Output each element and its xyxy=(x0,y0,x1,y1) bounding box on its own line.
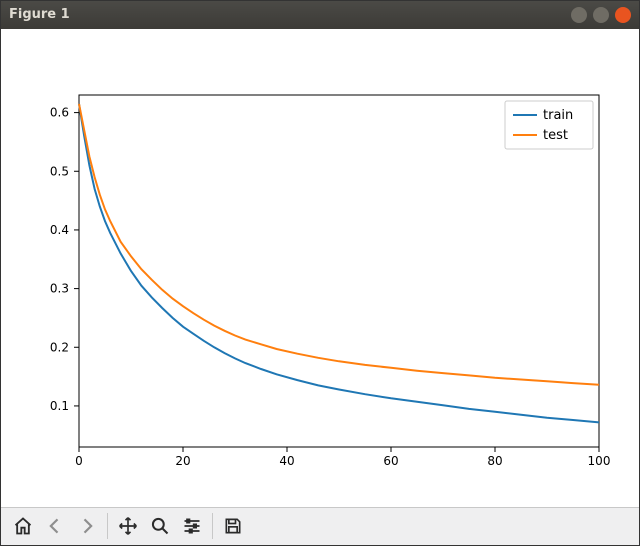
svg-text:20: 20 xyxy=(175,454,190,468)
titlebar[interactable]: Figure 1 xyxy=(1,1,639,29)
svg-text:0.5: 0.5 xyxy=(50,164,69,178)
maximize-button[interactable] xyxy=(593,7,609,23)
pan-icon[interactable] xyxy=(112,510,144,542)
close-button[interactable] xyxy=(615,7,631,23)
svg-text:0.6: 0.6 xyxy=(50,105,69,119)
minimize-button[interactable] xyxy=(571,7,587,23)
svg-text:0.4: 0.4 xyxy=(50,223,69,237)
plot-area: 0 20 40 60 80 100 0.1 0.2 0.3 0.4 0.5 0.6 train test xyxy=(1,29,639,507)
svg-text:test: test xyxy=(543,128,568,143)
toolbar-separator xyxy=(212,513,213,539)
save-icon[interactable] xyxy=(217,510,249,542)
toolbar-separator xyxy=(107,513,108,539)
svg-text:100: 100 xyxy=(588,454,611,468)
matplotlib-toolbar xyxy=(1,507,639,545)
back-icon[interactable] xyxy=(39,510,71,542)
svg-text:0.1: 0.1 xyxy=(50,399,69,413)
figure-window: Figure 1 0 20 40 60 80 100 0.1 0.2 0.3 0.4 0.5 0.6 t… xyxy=(0,0,640,546)
svg-text:0.3: 0.3 xyxy=(50,281,69,295)
svg-text:0.2: 0.2 xyxy=(50,340,69,354)
svg-text:0: 0 xyxy=(75,454,83,468)
configure-icon[interactable] xyxy=(176,510,208,542)
svg-text:80: 80 xyxy=(487,454,502,468)
forward-icon[interactable] xyxy=(71,510,103,542)
chart-svg: 0 20 40 60 80 100 0.1 0.2 0.3 0.4 0.5 0.6 train test xyxy=(1,29,639,507)
svg-text:40: 40 xyxy=(279,454,294,468)
zoom-icon[interactable] xyxy=(144,510,176,542)
window-title: Figure 1 xyxy=(9,7,70,22)
svg-text:train: train xyxy=(543,108,573,123)
home-icon[interactable] xyxy=(7,510,39,542)
svg-text:60: 60 xyxy=(383,454,398,468)
